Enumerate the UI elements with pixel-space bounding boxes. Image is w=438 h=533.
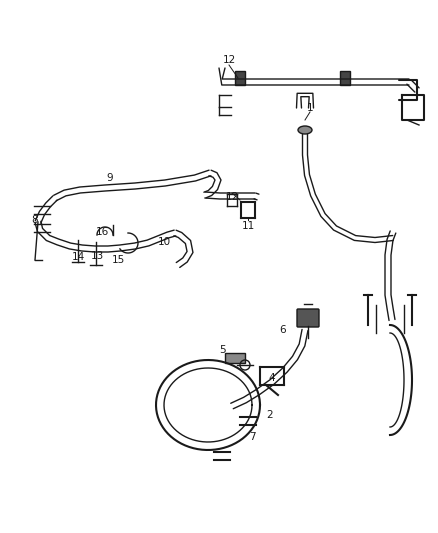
Text: 12: 12 [223, 55, 236, 65]
Text: 12: 12 [226, 192, 239, 202]
Text: 10: 10 [157, 237, 170, 247]
Text: 13: 13 [90, 251, 104, 261]
Bar [225, 353, 245, 363]
FancyBboxPatch shape [297, 309, 319, 327]
Text: 7: 7 [249, 432, 255, 442]
Bar [235, 71, 245, 85]
Text: 14: 14 [71, 252, 85, 262]
Text: 4: 4 [268, 373, 276, 383]
Text: 16: 16 [95, 227, 109, 237]
Bar [340, 71, 350, 85]
Text: 8: 8 [32, 215, 38, 225]
Text: 11: 11 [241, 221, 254, 231]
Text: 9: 9 [107, 173, 113, 183]
Ellipse shape [298, 126, 312, 134]
Text: 6: 6 [280, 325, 286, 335]
Text: 1: 1 [307, 103, 313, 113]
Text: 5: 5 [219, 345, 225, 355]
Text: 2: 2 [267, 410, 273, 420]
Text: 15: 15 [111, 255, 125, 265]
